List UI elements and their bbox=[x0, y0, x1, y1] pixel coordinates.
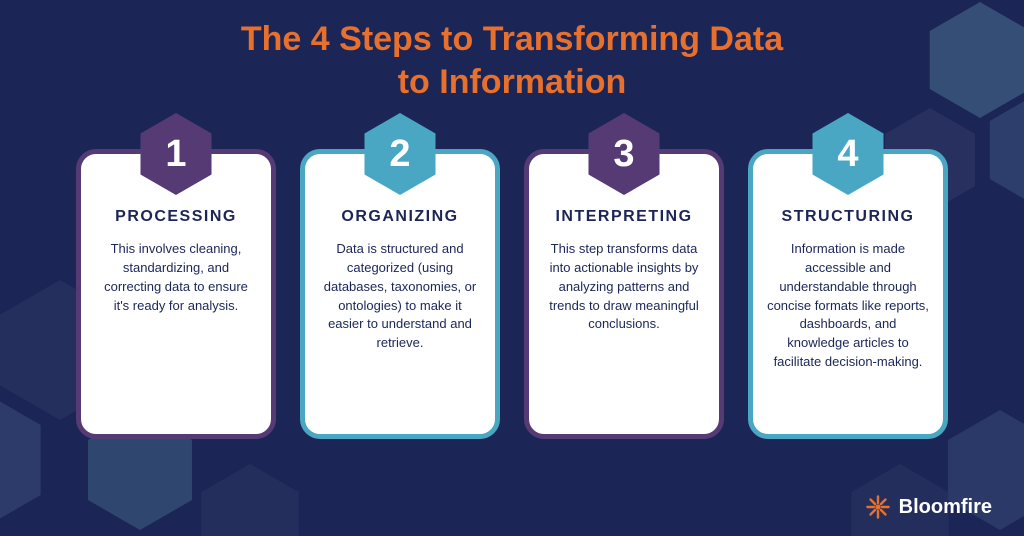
step-card: 3INTERPRETINGThis step transforms data i… bbox=[524, 149, 724, 439]
page-title: The 4 Steps to Transforming Data to Info… bbox=[241, 18, 783, 103]
brand-name: Bloomfire bbox=[899, 496, 992, 519]
step-number: 4 bbox=[837, 133, 858, 176]
step-title: ORGANIZING bbox=[319, 208, 481, 226]
step-card: 4STRUCTURINGInformation is made accessib… bbox=[748, 149, 948, 439]
step-card: 2ORGANIZINGData is structured and catego… bbox=[300, 149, 500, 439]
step-title: PROCESSING bbox=[95, 208, 257, 226]
step-number: 2 bbox=[389, 133, 410, 176]
step-card: 1PROCESSINGThis involves cleaning, stand… bbox=[76, 149, 276, 439]
title-line-1: The 4 Steps to Transforming Data bbox=[241, 20, 783, 58]
step-number-badge: 1 bbox=[135, 107, 217, 201]
step-number: 3 bbox=[613, 133, 634, 176]
infographic-content: The 4 Steps to Transforming Data to Info… bbox=[0, 0, 1024, 536]
title-line-2: to Information bbox=[398, 63, 627, 101]
step-description: This involves cleaning, standardizing, a… bbox=[95, 240, 257, 315]
step-title: INTERPRETING bbox=[543, 208, 705, 226]
step-description: Information is made accessible and under… bbox=[767, 240, 929, 372]
brand-badge: Bloomfire bbox=[865, 494, 992, 520]
step-number-badge: 4 bbox=[807, 107, 889, 201]
step-number-badge: 3 bbox=[583, 107, 665, 201]
steps-row: 1PROCESSINGThis involves cleaning, stand… bbox=[0, 149, 1024, 439]
step-number-badge: 2 bbox=[359, 107, 441, 201]
step-number: 1 bbox=[165, 133, 186, 176]
step-description: Data is structured and categorized (usin… bbox=[319, 240, 481, 353]
bloomfire-logo-icon bbox=[865, 494, 891, 520]
step-description: This step transforms data into actionabl… bbox=[543, 240, 705, 334]
step-title: STRUCTURING bbox=[767, 208, 929, 226]
